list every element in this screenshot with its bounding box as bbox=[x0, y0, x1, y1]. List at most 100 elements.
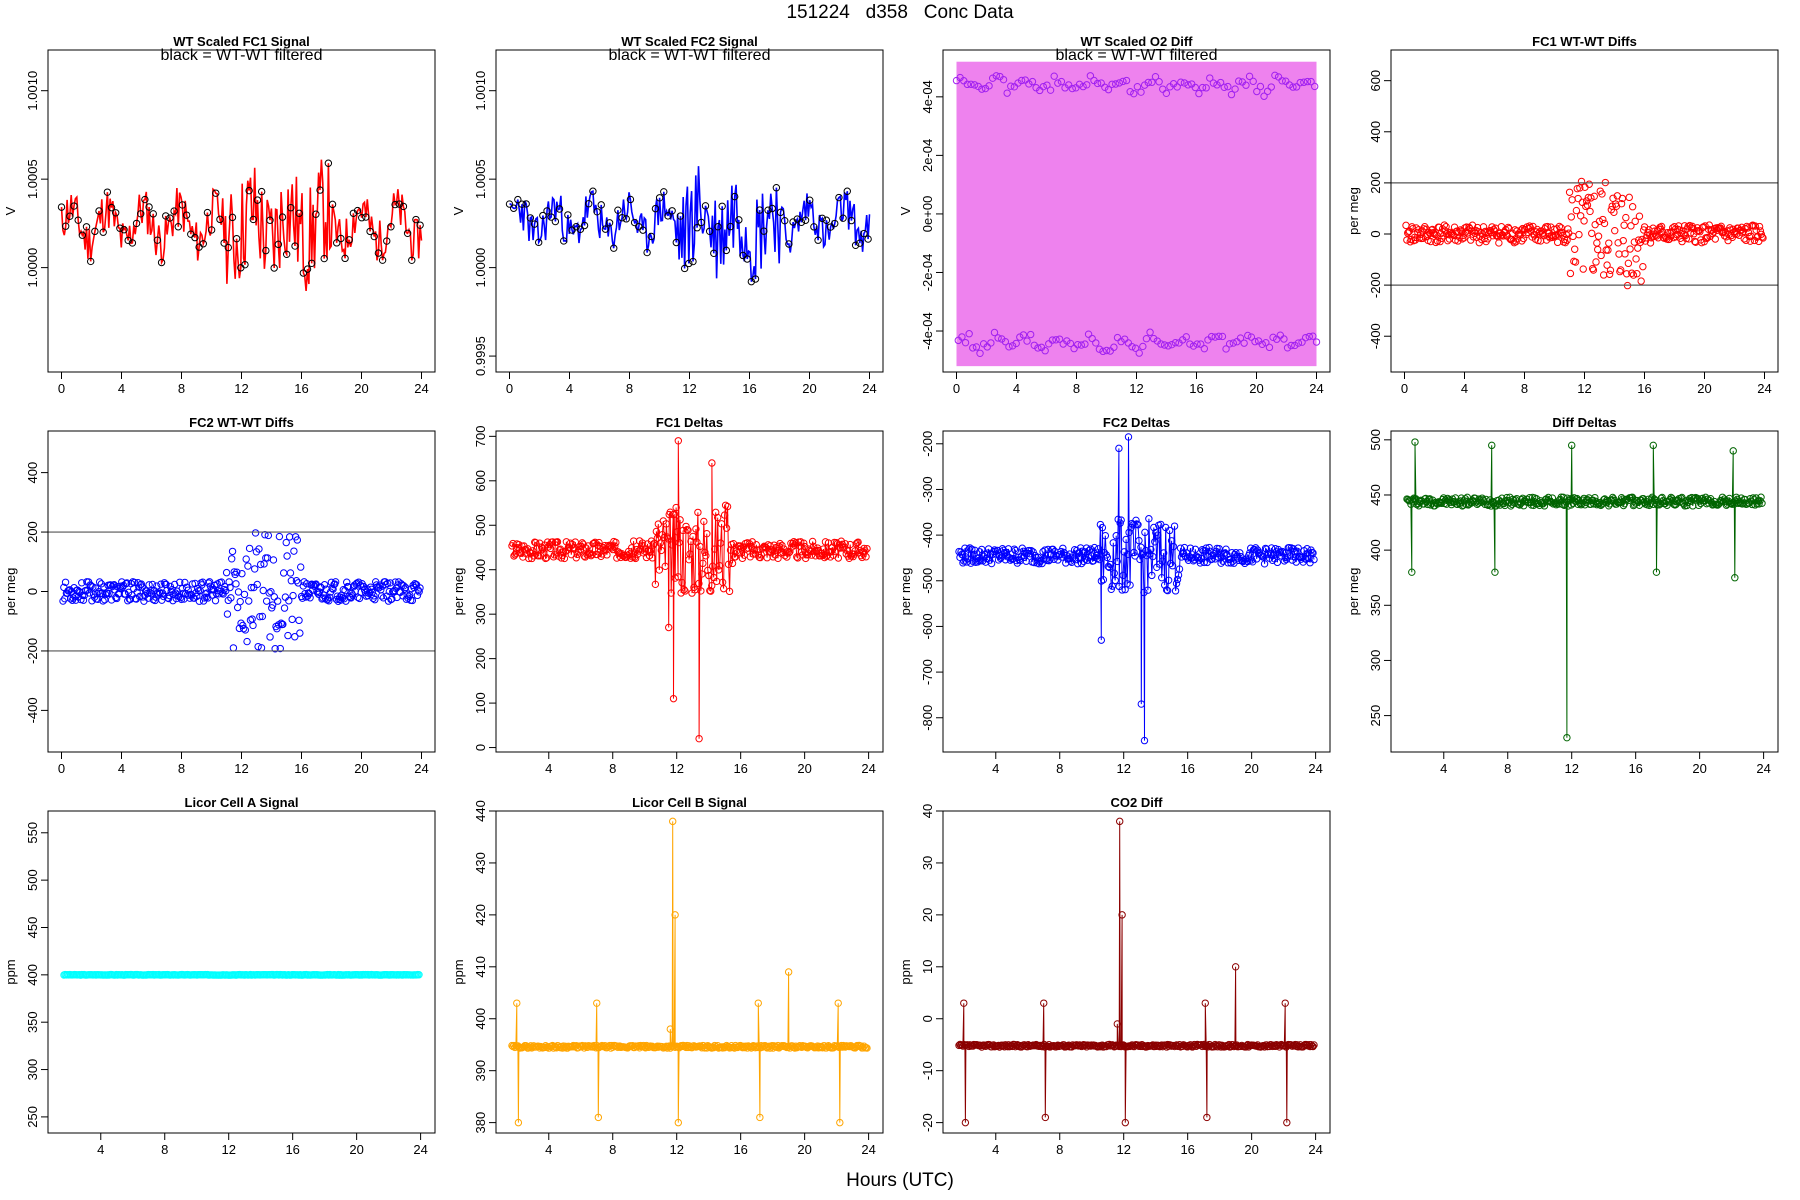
x-tick-label: 20 bbox=[802, 381, 816, 396]
data-point bbox=[1056, 550, 1064, 559]
data-point bbox=[164, 594, 173, 603]
y-tick-label: -2e-04 bbox=[920, 254, 935, 292]
panel-title: WT Scaled O2 Diff bbox=[1081, 34, 1194, 49]
data-point bbox=[1213, 81, 1221, 89]
data-point bbox=[1408, 568, 1416, 576]
data-point bbox=[411, 580, 419, 588]
data-point bbox=[649, 541, 658, 549]
data-point bbox=[1279, 549, 1288, 557]
data-point bbox=[719, 584, 728, 593]
data-point bbox=[1479, 223, 1488, 231]
data-point bbox=[273, 625, 281, 633]
data-point bbox=[1107, 585, 1115, 594]
data-point bbox=[834, 999, 842, 1007]
data-point bbox=[707, 587, 715, 595]
y-tick-label: 400 bbox=[25, 462, 40, 484]
data-point bbox=[78, 231, 87, 239]
x-tick-label: 4 bbox=[992, 761, 999, 776]
data-point bbox=[730, 192, 739, 201]
series-line-p11 bbox=[958, 821, 1315, 1123]
data-point bbox=[1028, 77, 1037, 86]
data-point bbox=[107, 596, 116, 604]
data-point bbox=[1168, 562, 1177, 570]
panel-title: WT Scaled FC2 Signal bbox=[621, 34, 758, 49]
data-point bbox=[578, 539, 586, 547]
data-point bbox=[1566, 269, 1575, 278]
data-point bbox=[712, 508, 720, 517]
x-tick-label: 20 bbox=[354, 381, 368, 396]
data-point bbox=[564, 211, 572, 219]
data-point bbox=[831, 547, 840, 556]
data-point bbox=[1220, 83, 1228, 92]
data-point bbox=[1231, 963, 1240, 971]
data-point bbox=[1557, 224, 1565, 232]
data-point bbox=[1305, 554, 1313, 563]
data-point bbox=[1105, 563, 1114, 572]
x-tick-label: 20 bbox=[797, 1142, 811, 1157]
x-tick-label: 4 bbox=[566, 381, 573, 396]
data-point bbox=[1731, 574, 1739, 582]
data-point bbox=[1404, 229, 1412, 237]
data-point bbox=[93, 589, 101, 598]
data-point bbox=[79, 596, 88, 604]
y-tick-label: 350 bbox=[25, 1011, 40, 1033]
data-point bbox=[1291, 341, 1299, 350]
data-point bbox=[1534, 236, 1542, 245]
data-point bbox=[1568, 441, 1576, 450]
data-point bbox=[1627, 222, 1635, 230]
x-tick-label: 4 bbox=[545, 1142, 552, 1157]
data-point bbox=[1682, 234, 1691, 243]
data-point bbox=[662, 520, 670, 528]
data-point bbox=[1729, 447, 1737, 455]
data-point bbox=[1116, 817, 1124, 826]
data-point bbox=[593, 550, 601, 559]
plot-area-p8 bbox=[1403, 438, 1766, 742]
data-point bbox=[852, 540, 860, 548]
data-point bbox=[1236, 549, 1244, 557]
x-tick-label: 8 bbox=[178, 381, 185, 396]
x-tick-label: 12 bbox=[1116, 1142, 1130, 1157]
x-tick-label: 8 bbox=[1056, 761, 1063, 776]
data-point bbox=[1650, 232, 1658, 241]
data-point bbox=[555, 205, 564, 213]
y-tick-label: 500 bbox=[1368, 429, 1383, 451]
data-point bbox=[57, 203, 66, 211]
panel-subtitle: black = WT-WT filtered bbox=[161, 47, 323, 64]
data-point bbox=[228, 555, 236, 563]
data-point bbox=[639, 226, 647, 234]
data-point bbox=[970, 81, 979, 89]
data-point bbox=[666, 1025, 675, 1033]
data-point bbox=[249, 621, 257, 630]
data-point bbox=[749, 550, 757, 558]
series-line-p10 bbox=[511, 821, 868, 1123]
data-point bbox=[509, 204, 518, 212]
data-point bbox=[646, 547, 655, 556]
plot-area-p6 bbox=[508, 437, 871, 743]
y-tick-label: -600 bbox=[920, 613, 935, 639]
data-point bbox=[325, 597, 333, 605]
data-point bbox=[1122, 535, 1130, 544]
data-point bbox=[211, 596, 220, 605]
data-point bbox=[228, 547, 237, 556]
data-point bbox=[643, 248, 651, 257]
data-point bbox=[1604, 246, 1612, 254]
data-point bbox=[153, 582, 161, 590]
data-point bbox=[664, 535, 672, 543]
data-point bbox=[241, 260, 249, 269]
data-point bbox=[1458, 235, 1466, 243]
data-point bbox=[1197, 340, 1205, 348]
data-point bbox=[199, 240, 207, 248]
data-point bbox=[1265, 343, 1274, 352]
data-point bbox=[590, 539, 598, 547]
data-point bbox=[856, 239, 864, 247]
data-point bbox=[1052, 336, 1060, 344]
x-tick-label: 8 bbox=[626, 381, 633, 396]
data-point bbox=[1249, 77, 1257, 86]
data-point bbox=[195, 597, 204, 605]
data-point bbox=[370, 232, 378, 241]
data-point bbox=[708, 581, 716, 590]
data-point bbox=[366, 227, 374, 236]
data-point bbox=[1090, 543, 1099, 552]
data-point bbox=[370, 592, 378, 600]
data-point bbox=[717, 520, 726, 528]
